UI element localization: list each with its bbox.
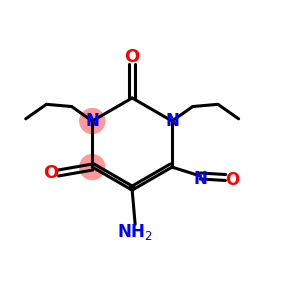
Text: N: N	[85, 112, 99, 130]
Text: O: O	[124, 48, 140, 66]
Text: NH$_2$: NH$_2$	[117, 222, 153, 242]
Text: O: O	[43, 164, 58, 182]
Text: N: N	[194, 170, 207, 188]
Text: O: O	[226, 172, 240, 190]
Text: N: N	[165, 112, 179, 130]
Circle shape	[80, 154, 105, 180]
Circle shape	[80, 109, 105, 134]
